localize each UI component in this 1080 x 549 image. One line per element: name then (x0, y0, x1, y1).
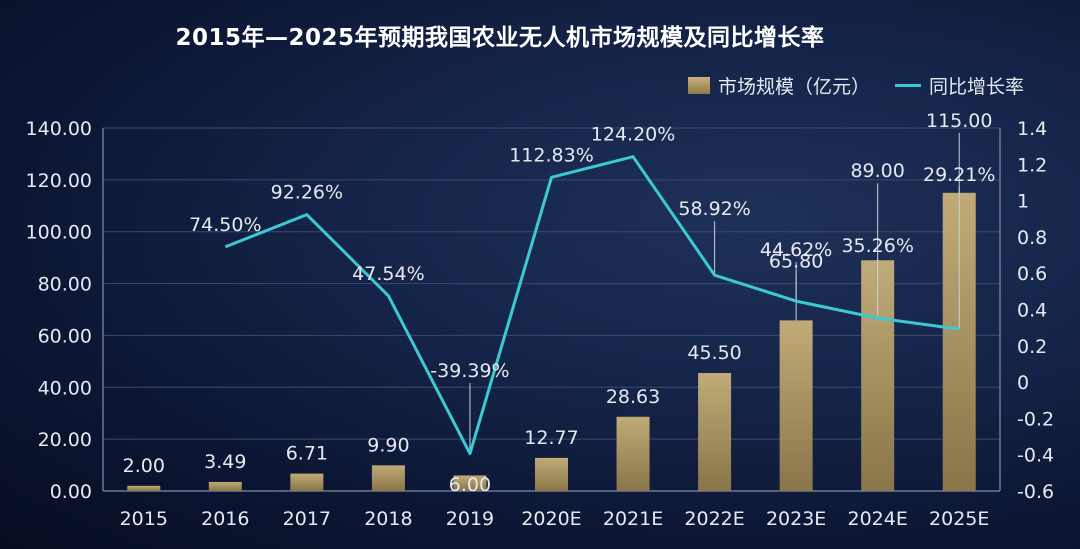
legend-line-swatch (895, 84, 921, 87)
y-left-tick-label: 40.00 (38, 377, 92, 399)
bar-value-label: 9.90 (367, 434, 409, 456)
x-tick-label: 2024E (848, 508, 908, 530)
bar[interactable] (779, 320, 813, 491)
y-right-tick-label: 1.4 (1017, 118, 1047, 140)
line-value-label: 92.26% (271, 182, 343, 204)
x-tick-label: 2020E (521, 508, 581, 530)
bar[interactable] (535, 457, 568, 491)
y-left-tick-label: 60.00 (38, 325, 92, 347)
y-left-tick-label: 100.00 (26, 222, 92, 244)
bar[interactable] (127, 485, 161, 491)
bar-value-label: 6.71 (286, 443, 328, 465)
line-value-label: 29.21% (923, 164, 995, 186)
y-right-tick-label: -0.4 (1017, 445, 1054, 467)
line-value-label: -39.39% (430, 360, 509, 382)
line-value-label: 58.92% (678, 198, 750, 220)
y-left-tick-label: 140.00 (26, 118, 92, 140)
y-right-tick-label: 1 (1017, 191, 1029, 213)
bar-value-label: 115.00 (926, 110, 992, 132)
y-right-tick-label: -0.2 (1017, 408, 1054, 430)
bar[interactable] (698, 373, 732, 491)
legend-bar-swatch (688, 77, 710, 94)
x-tick-label: 2022E (684, 508, 744, 530)
line-value-label: 124.20% (591, 124, 676, 146)
bar-value-label: 89.00 (850, 160, 904, 182)
y-right-tick-label: 0.4 (1017, 300, 1047, 322)
y-left-tick-label: 0.00 (50, 481, 92, 503)
bar-value-label: 2.00 (123, 455, 165, 477)
y-left-tick-label: 20.00 (38, 429, 92, 451)
bar-value-label: 6.00 (449, 474, 491, 496)
x-tick-label: 2017 (283, 508, 331, 530)
x-tick-label: 2015 (120, 508, 168, 530)
bar[interactable] (290, 473, 324, 491)
x-tick-label: 2016 (201, 508, 249, 530)
legend-item-market-size: 市场规模（亿元） (688, 72, 870, 99)
line-value-label: 112.83% (509, 144, 594, 166)
bar[interactable] (616, 416, 650, 491)
bar[interactable] (371, 465, 405, 491)
bar-value-label: 12.77 (524, 427, 578, 449)
bar-value-label: 3.49 (204, 451, 246, 473)
bar[interactable] (453, 475, 487, 491)
x-tick-label: 2021E (603, 508, 663, 530)
x-tick-label: 2025E (929, 508, 989, 530)
growth-rate-line (224, 155, 960, 456)
bar-value-label: 28.63 (606, 386, 660, 408)
y-right-tick-label: 0.2 (1017, 336, 1047, 358)
legend-item-growth-rate: 同比增长率 (895, 72, 1024, 99)
legend-label-growth-rate: 同比增长率 (929, 76, 1025, 98)
y-left-tick-label: 120.00 (26, 170, 92, 192)
line-value-label: 44.62% (760, 239, 832, 261)
bar[interactable] (208, 481, 242, 491)
y-right-tick-label: 0.8 (1017, 227, 1047, 249)
x-tick-label: 2023E (766, 508, 826, 530)
bar-value-label: 45.50 (687, 342, 741, 364)
line-value-label: 47.54% (352, 263, 424, 285)
line-value-label: 74.50% (189, 214, 261, 236)
x-tick-label: 2018 (364, 508, 412, 530)
y-left-tick-label: 80.00 (38, 274, 92, 296)
x-tick-label: 2019 (446, 508, 494, 530)
y-right-tick-label: -0.6 (1017, 481, 1054, 503)
y-right-tick-label: 0 (1017, 372, 1029, 394)
legend-label-market-size: 市场规模（亿元） (718, 76, 871, 98)
line-value-label: 35.26% (841, 235, 913, 257)
chart-title: 2015年—2025年预期我国农业无人机市场规模及同比增长率 (175, 25, 825, 51)
y-right-tick-label: 0.6 (1017, 263, 1047, 285)
bar-value-label: 65.80 (769, 250, 823, 272)
y-right-tick-label: 1.2 (1017, 154, 1047, 176)
